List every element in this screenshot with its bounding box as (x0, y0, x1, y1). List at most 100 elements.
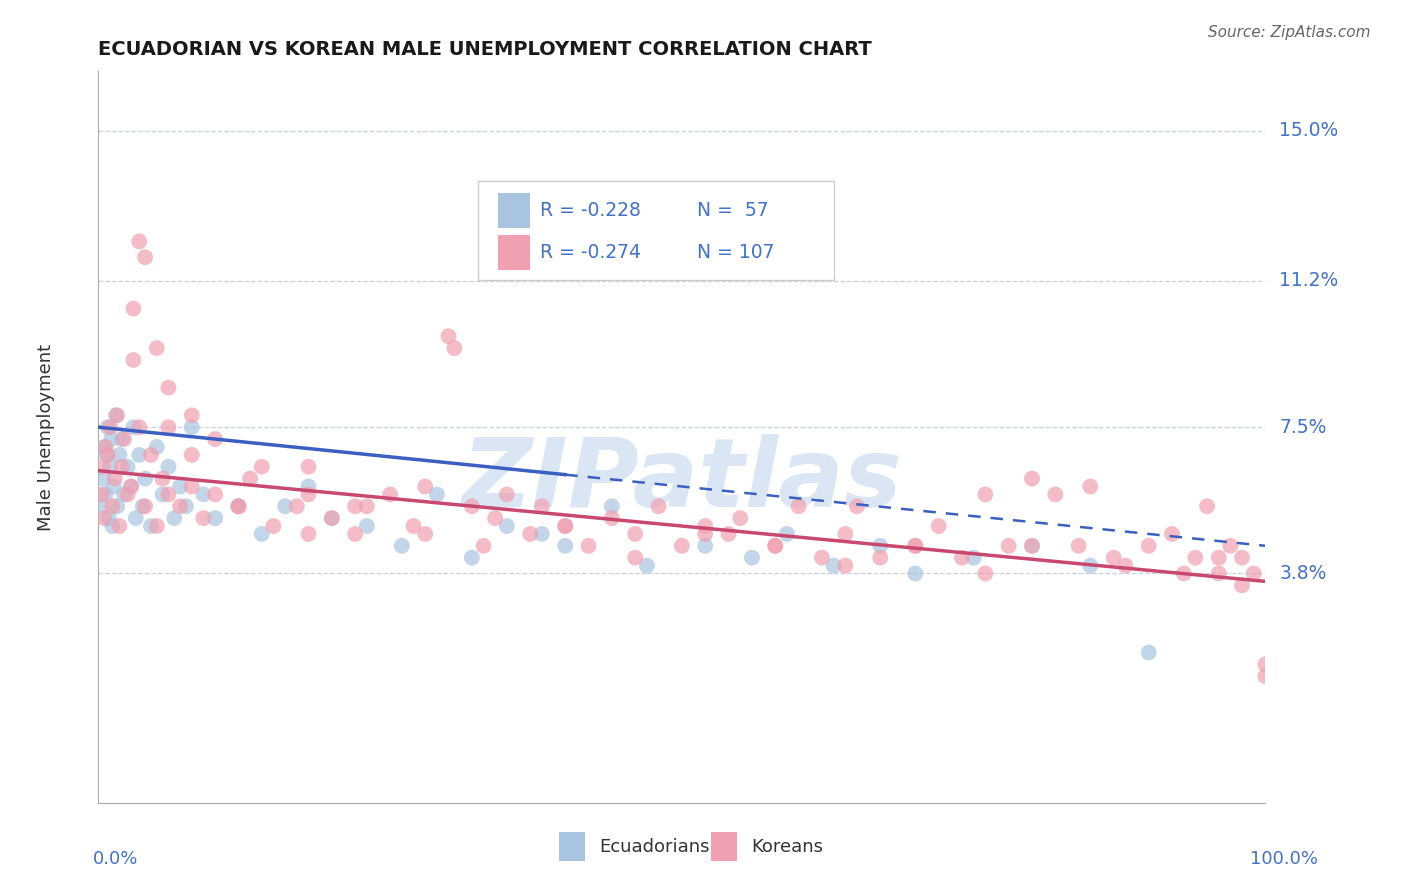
Point (1208, 550, 1230, 565)
Point (1137, 539, 1160, 553)
Point (157, 420, 180, 434)
Point (869, 539, 891, 553)
Point (1021, 539, 1043, 553)
Point (636, 558, 658, 573)
Text: R = -0.274: R = -0.274 (540, 244, 641, 262)
Point (1021, 539, 1043, 553)
Point (962, 550, 984, 565)
Point (1067, 539, 1090, 553)
Point (695, 519, 717, 533)
Point (112, 432, 135, 446)
Point (204, 432, 226, 446)
Point (100, 432, 122, 446)
Point (413, 479, 436, 493)
Bar (560, 832, 585, 862)
Point (356, 519, 378, 533)
Text: Koreans: Koreans (751, 838, 823, 855)
Point (811, 550, 834, 565)
Text: N = 107: N = 107 (697, 244, 775, 262)
Point (1219, 539, 1241, 553)
Text: ZIPatlas: ZIPatlas (461, 434, 903, 527)
Point (228, 500, 250, 514)
Point (91, 472, 114, 486)
Point (1230, 578, 1253, 592)
Point (443, 341, 465, 355)
Point (128, 420, 150, 434)
Text: R = -0.228: R = -0.228 (540, 201, 640, 219)
Point (1021, 472, 1043, 486)
Point (717, 527, 740, 541)
Text: Male Unemployment: Male Unemployment (37, 343, 55, 531)
Point (1230, 550, 1253, 565)
Point (169, 500, 191, 514)
Point (461, 500, 484, 514)
Point (90, 487, 112, 501)
Point (974, 487, 997, 501)
Point (391, 539, 413, 553)
Point (112, 487, 135, 501)
Point (763, 539, 786, 553)
Point (262, 519, 284, 533)
Point (193, 487, 215, 501)
Point (554, 539, 576, 553)
Point (741, 550, 763, 565)
Point (97, 448, 120, 462)
Point (496, 519, 519, 533)
Point (98, 459, 121, 474)
Point (869, 550, 891, 565)
Point (928, 519, 950, 533)
Point (904, 539, 927, 553)
Point (96, 448, 118, 462)
Point (120, 479, 142, 493)
Point (125, 511, 148, 525)
Point (297, 479, 319, 493)
Point (157, 459, 180, 474)
Point (94, 440, 117, 454)
Point (228, 500, 250, 514)
Text: N =  57: N = 57 (697, 201, 769, 219)
Text: 11.2%: 11.2% (1279, 271, 1339, 291)
Point (91, 459, 114, 474)
Point (1254, 669, 1277, 683)
Point (122, 420, 145, 434)
Point (624, 550, 647, 565)
Point (103, 479, 125, 493)
Point (344, 527, 367, 541)
Bar (498, 235, 530, 270)
Bar (498, 193, 530, 227)
Point (122, 301, 145, 316)
Point (1080, 479, 1102, 493)
Point (1254, 657, 1277, 672)
Point (344, 500, 367, 514)
Text: Source: ZipAtlas.com: Source: ZipAtlas.com (1208, 25, 1371, 40)
Point (763, 539, 786, 553)
Point (1184, 550, 1206, 565)
Point (128, 235, 150, 249)
Point (834, 527, 856, 541)
Point (695, 539, 717, 553)
Point (98, 420, 121, 434)
Point (776, 527, 799, 541)
Point (120, 479, 142, 493)
Point (554, 519, 576, 533)
Point (823, 558, 845, 573)
Point (193, 511, 215, 525)
Bar (711, 832, 737, 862)
Point (321, 511, 343, 525)
Point (132, 500, 155, 514)
Text: 0.0%: 0.0% (93, 850, 138, 868)
FancyBboxPatch shape (478, 181, 834, 280)
Point (1173, 566, 1195, 581)
Point (1102, 550, 1125, 565)
Point (157, 381, 180, 395)
Point (1080, 558, 1102, 573)
Point (134, 250, 156, 264)
Point (146, 440, 169, 454)
Point (93, 511, 115, 525)
Point (787, 500, 810, 514)
Point (97, 420, 120, 434)
Point (530, 527, 553, 541)
Text: 100.0%: 100.0% (1250, 850, 1317, 868)
Point (152, 472, 174, 486)
Point (128, 448, 150, 462)
